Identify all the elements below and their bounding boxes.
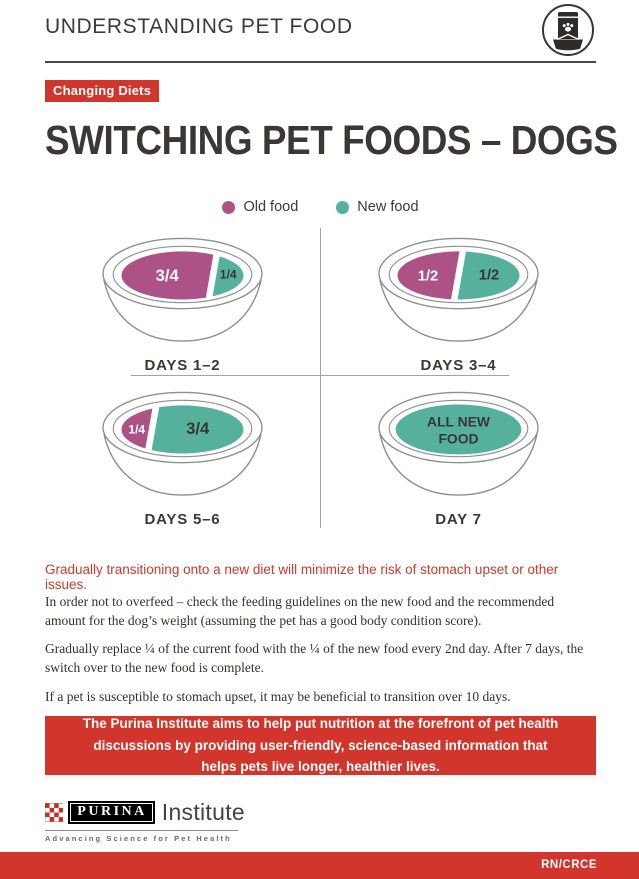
bowl-diagram-grid: 3/4 1/4 DAYS 1–2 1/2 1/2 DAYS 3–4 1/4 3/4 D…: [45, 228, 596, 530]
header-title: UNDERSTANDING PET FOOD: [45, 15, 353, 38]
document-code: RN/CRCE: [541, 859, 597, 871]
bowl-illustration: 3/4 1/4: [102, 237, 263, 342]
legend-new-label: New food: [357, 199, 419, 215]
highlight-sentence: Gradually transitioning onto a new diet …: [45, 562, 559, 592]
new-food-label: ALL NEW: [427, 414, 491, 430]
institute-wordmark: Institute: [161, 799, 245, 825]
old-food-label: 3/4: [156, 266, 180, 285]
section-badge: Changing Diets: [45, 80, 160, 102]
purina-wordmark: PURINA: [68, 801, 155, 824]
body-text: In order not to overfeed – check the fee…: [45, 592, 596, 715]
bowl-diagram-days-1-2: 3/4 1/4 DAYS 1–2: [45, 232, 320, 375]
paragraph-1: In order not to overfeed – check the fee…: [45, 594, 555, 629]
footer-bar: RN/CRCE: [0, 852, 639, 879]
old-food-dot-icon: [222, 200, 236, 214]
new-food-label: 1/4: [220, 268, 237, 282]
paragraph-2: Gradually replace ¼ of the current food …: [45, 641, 584, 676]
grid-horizontal-divider: [131, 375, 509, 376]
legend-old-food: Old food: [222, 199, 298, 215]
mission-callout-box: The Purina Institute aims to help put nu…: [45, 716, 596, 775]
bowl-caption: DAYS 1–2: [144, 357, 221, 374]
bowl-diagram-days-3-4: 1/2 1/2 DAYS 3–4: [321, 232, 596, 375]
page-title: SWITCHING PET FOODS – DOGS: [45, 117, 618, 163]
header-divider: [45, 61, 596, 63]
bowl-illustration: 1/2 1/2: [378, 237, 539, 342]
bowl-illustration: 1/4 3/4: [102, 391, 263, 496]
logo-tagline: Advancing Science for Pet Health: [45, 834, 232, 843]
purina-institute-logo: PURINA Institute Advancing Science for P…: [45, 799, 245, 843]
bowl-caption: DAYS 5–6: [144, 511, 221, 528]
bowl-caption: DAY 7: [435, 511, 482, 528]
logo-row: PURINA Institute: [45, 799, 245, 826]
legend-new-food: New food: [336, 199, 419, 215]
old-food-label: 1/2: [418, 268, 439, 284]
new-food-label: 1/2: [479, 267, 500, 283]
bowl-diagram-day-7: ALL NEW FOOD DAY 7: [321, 386, 596, 529]
mission-callout-text: The Purina Institute aims to help put nu…: [82, 716, 559, 775]
grid-vertical-divider: [320, 228, 321, 528]
logo-divider: [45, 830, 238, 831]
new-food-portion: [395, 404, 522, 455]
purina-wordmark-text: PURINA: [70, 803, 153, 822]
new-food-label: FOOD: [438, 430, 478, 446]
old-food-label: 1/4: [128, 422, 145, 436]
new-food-label: 3/4: [186, 419, 210, 438]
legend-old-label: Old food: [243, 199, 299, 215]
bowl-diagram-days-5-6: 1/4 3/4 DAYS 5–6: [45, 386, 320, 529]
new-food-dot-icon: [336, 200, 350, 214]
purina-checkerboard-icon: [45, 803, 64, 822]
paragraph-3: If a pet is susceptible to stomach upset…: [45, 688, 511, 704]
pet-food-bag-and-bowl-icon: [541, 3, 595, 62]
bowl-caption: DAYS 3–4: [420, 357, 497, 374]
legend: Old food New food: [45, 199, 596, 215]
